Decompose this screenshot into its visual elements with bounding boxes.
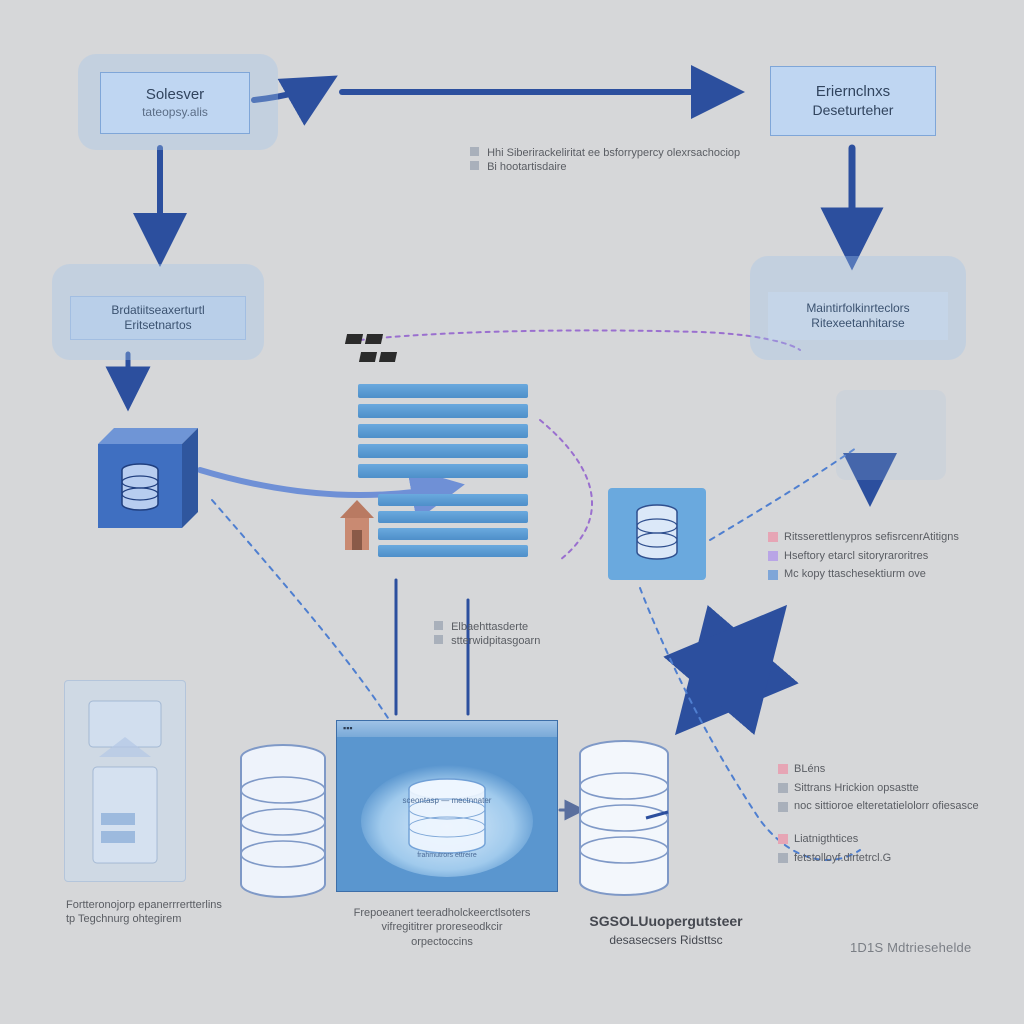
db-cylinder-left xyxy=(236,744,330,909)
node-top-left: Solesver tateopsy.alis xyxy=(100,72,250,134)
db-cylinder-right xyxy=(574,740,674,907)
segment-marks xyxy=(346,334,382,344)
bottom-panel: ▪▪▪ sceontasp — mectnnater frahmutrors e… xyxy=(336,720,558,892)
node-stripes-b xyxy=(378,494,528,557)
legend-item: Mc kopy ttaschesektiurm ove xyxy=(768,565,959,584)
arrow-d3 xyxy=(540,420,592,560)
node-mid-right-title: Maintirfolkinrteclors xyxy=(806,301,909,316)
footer-credit: 1D1S Mdtriesehelde xyxy=(850,940,971,955)
legend-item: Ritsserettlenypros sefisrcenrAtitigns xyxy=(768,528,959,547)
legend-item: Hseftory etarcl sitoryraroritres xyxy=(768,547,959,566)
node-top-right: Eriernclnxs Deseturteher xyxy=(770,66,936,136)
caption-bottom-center: Frepoeanert teeradholckeerctlsoters vifr… xyxy=(322,906,562,949)
legend-item: fetstolloyf.dirtetrcl.G xyxy=(778,849,891,868)
node-mid-left: Brdatiitseaxerturtl Eritsetnartos xyxy=(70,296,246,340)
arrow-a8 xyxy=(688,620,774,720)
svg-text:sceontasp — mectnnater: sceontasp — mectnnater xyxy=(403,796,492,805)
caption-top-center: Hhi Siberirackeliritat ee bsforrypercy o… xyxy=(470,146,770,175)
svg-text:frahmutrors ettreire: frahmutrors ettreire xyxy=(417,852,477,859)
legend-right-2b: Liatnigthticesfetstolloyf.dirtetrcl.G xyxy=(778,830,891,867)
diagram-canvas: Solesver tateopsy.alis Eriernclnxs Deset… xyxy=(0,0,1024,1024)
node-db-tile xyxy=(608,488,706,580)
legend-item: noc sittioroe elteretatielolorr ofiesasc… xyxy=(778,797,979,816)
node-mid-left-sub: Eritsetnartos xyxy=(124,318,191,333)
legend-item: BLéns xyxy=(778,760,979,779)
node-top-left-sub: tateopsy.alis xyxy=(142,105,208,120)
ghost-mid-right xyxy=(836,390,946,480)
node-blue-cube xyxy=(86,416,196,526)
node-mid-right: Maintirfolkinrteclors Ritexeetanhitarse xyxy=(768,292,948,340)
arrow-d2 xyxy=(360,330,800,350)
server-faint xyxy=(64,680,186,882)
arrow-d5 xyxy=(710,448,856,540)
legend-item: Sittrans Hrickion opsastte xyxy=(778,779,979,798)
house-icon xyxy=(336,500,378,561)
legend-right-2a: BLénsSittrans Hrickion opsasttenoc sitti… xyxy=(778,760,979,816)
segment-marks-2 xyxy=(360,352,396,362)
node-top-right-title: Eriernclnxs xyxy=(816,83,890,102)
caption-mid-center: Elbaehttasderte stterwidpitasgoarn xyxy=(434,620,540,649)
node-stripes-a xyxy=(358,384,528,478)
node-top-right-sub: Deseturteher xyxy=(813,102,894,120)
title-bottom-right: SGSOLUuopergutsteer desasecsers Ridsttsc xyxy=(566,912,766,949)
node-top-left-title: Solesver xyxy=(146,86,204,105)
legend-item: Liatnigthtices xyxy=(778,830,891,849)
legend-right-1: Ritsserettlenypros sefisrcenrAtitignsHse… xyxy=(768,528,959,584)
node-mid-left-title: Brdatiitseaxerturtl xyxy=(111,303,204,318)
node-mid-right-sub: Ritexeetanhitarse xyxy=(811,316,904,331)
